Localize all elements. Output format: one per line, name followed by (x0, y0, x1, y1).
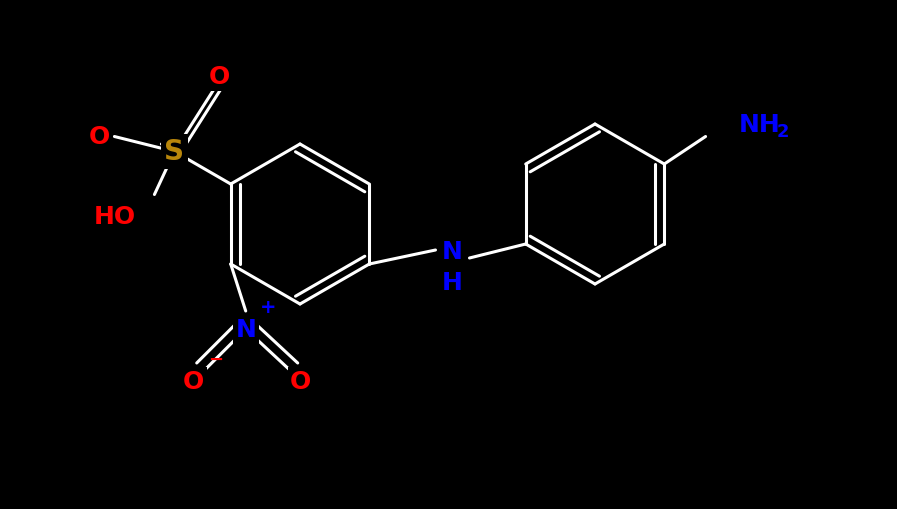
Text: H: H (442, 270, 463, 294)
Text: N: N (442, 240, 463, 264)
Text: 2: 2 (777, 122, 789, 140)
Text: −: − (208, 350, 223, 369)
Text: S: S (164, 138, 185, 166)
Text: NH: NH (738, 112, 780, 136)
Text: N: N (235, 318, 257, 342)
Text: +: + (259, 298, 276, 317)
Text: HO: HO (93, 205, 135, 229)
Text: O: O (89, 125, 110, 149)
Text: O: O (183, 369, 205, 393)
Text: O: O (209, 65, 230, 89)
Text: O: O (290, 369, 311, 393)
